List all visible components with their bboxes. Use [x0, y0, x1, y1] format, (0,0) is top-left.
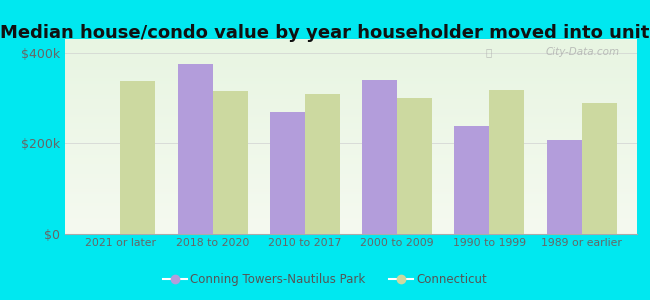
- Text: City-Data.com: City-Data.com: [546, 47, 620, 57]
- Bar: [582, 103, 617, 234]
- Bar: [177, 64, 213, 234]
- Bar: [362, 80, 397, 234]
- Bar: [397, 98, 432, 234]
- Bar: [213, 91, 248, 234]
- Text: Median house/condo value by year householder moved into unit: Median house/condo value by year househo…: [0, 24, 650, 42]
- Text: ⓘ: ⓘ: [486, 47, 491, 57]
- Bar: [270, 112, 305, 234]
- Bar: [489, 90, 525, 234]
- Bar: [454, 126, 489, 234]
- Bar: [547, 140, 582, 234]
- Legend: Conning Towers-Nautilus Park, Connecticut: Conning Towers-Nautilus Park, Connecticu…: [159, 269, 491, 291]
- Bar: [120, 81, 155, 234]
- Bar: [305, 94, 340, 234]
